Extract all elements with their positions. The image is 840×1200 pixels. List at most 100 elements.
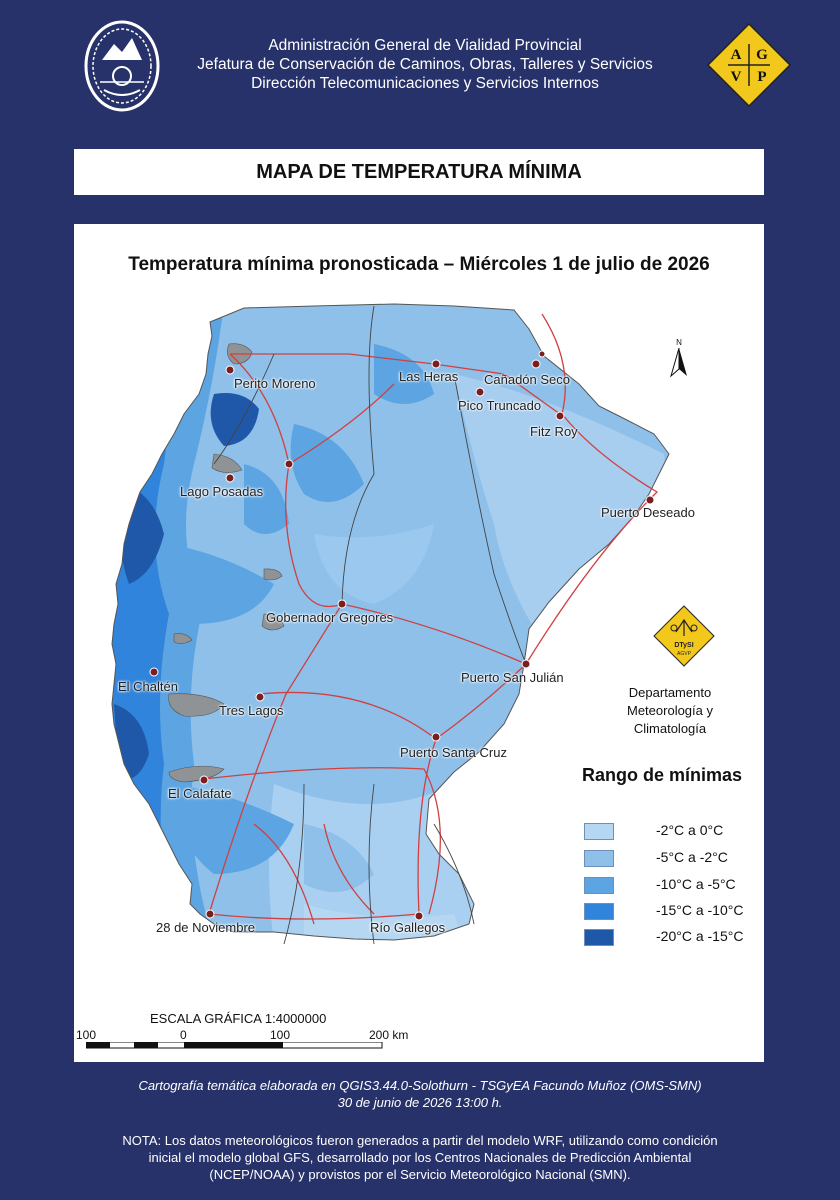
agvp-letter-v: V <box>731 69 742 85</box>
road-calafate-gallegos <box>203 767 442 915</box>
road-gray-6 <box>433 823 475 925</box>
marker-rio-gallegos <box>414 911 424 921</box>
legend-label: -10°C a -5°C <box>656 876 736 892</box>
marker-perito-moreno <box>225 365 235 375</box>
title-box: MAPA DE TEMPERATURA MÍNIMA <box>74 149 764 195</box>
marker-28-de-noviembre <box>205 909 215 919</box>
scale-bar <box>86 1042 383 1049</box>
marker-el-calafate <box>199 775 209 785</box>
dtysi-diamond-logo: DTySI AGVP <box>653 605 715 667</box>
marker-canadon-seco <box>531 359 541 369</box>
lake-viedma <box>168 693 225 717</box>
road-gregores-sanjulian <box>341 603 527 665</box>
city-canadon-seco: Cañadón Seco <box>484 372 571 387</box>
note-line-1: NOTA: Los datos meteorológicos fueron ge… <box>122 1133 718 1148</box>
department-label: Departamento Meteorología y Climatología <box>592 684 748 738</box>
agvp-letter-a: A <box>731 47 742 63</box>
agvp-letter-g: G <box>756 47 768 63</box>
scale-label-0: 0 <box>180 1028 187 1042</box>
legend-title: Rango de mínimas <box>582 765 743 785</box>
city-puerto-deseado: Puerto Deseado <box>601 505 695 520</box>
marker-lago-posadas <box>225 473 235 483</box>
city-el-chalten: El Chaltén <box>118 679 178 694</box>
road-treslagos-santacruz <box>259 691 437 740</box>
road-gray-3 <box>283 783 305 945</box>
scale-label-200: 200 km <box>369 1028 409 1042</box>
province-map <box>111 303 670 945</box>
marker-tres-lagos <box>255 692 265 702</box>
header-line-1: Administración General de Vialidad Provi… <box>268 37 582 54</box>
legend-item: -10°C a -5°C <box>584 876 754 894</box>
note-line-2: inicial el modelo global GFS, desarrolla… <box>148 1150 692 1165</box>
credit-line: Cartografía temática elaborada en QGIS3.… <box>138 1078 702 1093</box>
legend-swatch <box>584 903 614 920</box>
legend-swatch <box>584 850 614 867</box>
city-28-de-noviembre: 28 de Noviembre <box>156 920 255 935</box>
legend-swatch <box>584 823 614 840</box>
north-label: N <box>676 338 682 347</box>
department-line-1: Departamento <box>628 685 712 700</box>
legend-item: -5°C a -2°C <box>584 849 754 867</box>
marker-pico-truncado <box>475 387 485 397</box>
legend-item: -15°C a -10°C <box>584 902 754 920</box>
date-line: 30 de junio de 2026 13:00 h. <box>337 1095 503 1110</box>
scale-title: ESCALA GRÁFICA 1:4000000 <box>150 1011 327 1026</box>
road-gray-5 <box>213 353 275 465</box>
road-inner-3 <box>253 823 315 925</box>
marker-caleta-olivia <box>538 350 546 358</box>
city-pico-truncado: Pico Truncado <box>458 398 542 413</box>
road-gray-4 <box>368 783 375 945</box>
header-line-3: Dirección Telecomunicaciones y Servicios… <box>251 75 599 92</box>
dtysi-logo-text: DTySI <box>674 642 693 649</box>
header-line-2: Jefatura de Conservación de Caminos, Obr… <box>197 56 653 73</box>
legend-label: -5°C a -2°C <box>656 849 728 865</box>
road-gray-2 <box>453 373 527 665</box>
marker-puerto-san-julian <box>521 659 531 669</box>
note-line-3: (NCEP/NOAA) y provistos por el Servicio … <box>209 1167 631 1182</box>
lake-cardiel <box>263 568 283 581</box>
legend-label: -15°C a -10°C <box>656 902 744 918</box>
marker-road-junction <box>284 459 294 469</box>
dtysi-logo-agvp: AGVP <box>677 651 692 657</box>
marker-puerto-santa-cruz <box>431 732 441 742</box>
province-seal-logo <box>84 20 160 112</box>
credit-block: Cartografía temática elaborada en QGIS3.… <box>80 1077 760 1111</box>
map-panel: Temperatura mínima pronosticada – Miérco… <box>74 224 764 1062</box>
marker-el-chalten <box>149 667 159 677</box>
lake-tar <box>173 633 193 644</box>
department-line-2: Meteorología y Climatología <box>627 703 713 736</box>
road-south <box>208 913 420 920</box>
agvp-letter-p: P <box>757 69 766 85</box>
north-arrow-icon: N <box>670 338 687 378</box>
city-puerto-santa-cruz: Puerto Santa Cruz <box>400 745 507 760</box>
legend-item: -2°C a 0°C <box>584 822 754 840</box>
legend-label: -20°C a -15°C <box>656 928 744 944</box>
marker-gobernador-gregores <box>337 599 347 609</box>
marker-puerto-deseado <box>645 495 655 505</box>
road-inner-1 <box>288 383 395 465</box>
lake-strobel <box>261 613 285 631</box>
legend-swatch <box>584 877 614 894</box>
scale-label-100: 100 <box>270 1028 291 1042</box>
road-route-40 <box>208 353 344 915</box>
road-gray-1 <box>341 305 375 605</box>
page-title: MAPA DE TEMPERATURA MÍNIMA <box>256 160 582 183</box>
city-puerto-san-julian: Puerto San Julián <box>461 670 564 685</box>
marker-las-heras <box>431 359 441 369</box>
city-las-heras: Las Heras <box>399 369 459 384</box>
city-rio-gallegos: Río Gallegos <box>370 920 446 935</box>
scale-label-100-left: 100 <box>76 1028 97 1042</box>
city-lago-posadas: Lago Posadas <box>180 484 264 499</box>
city-el-calafate: El Calafate <box>168 786 232 801</box>
legend-label: -2°C a 0°C <box>656 822 724 838</box>
city-gobernador-gregores: Gobernador Gregores <box>266 610 394 625</box>
city-tres-lagos: Tres Lagos <box>219 703 284 718</box>
road-inner-2 <box>323 823 375 915</box>
city-fitz-roy: Fitz Roy <box>530 424 578 439</box>
map-subtitle: Temperatura mínima pronosticada – Miérco… <box>128 254 710 275</box>
agvp-diamond-logo: A G V P <box>706 22 792 108</box>
lake-pueyrredon <box>211 453 243 473</box>
legend-swatch <box>584 929 614 946</box>
marker-fitz-roy <box>555 411 565 421</box>
lake-argentino <box>168 765 225 783</box>
